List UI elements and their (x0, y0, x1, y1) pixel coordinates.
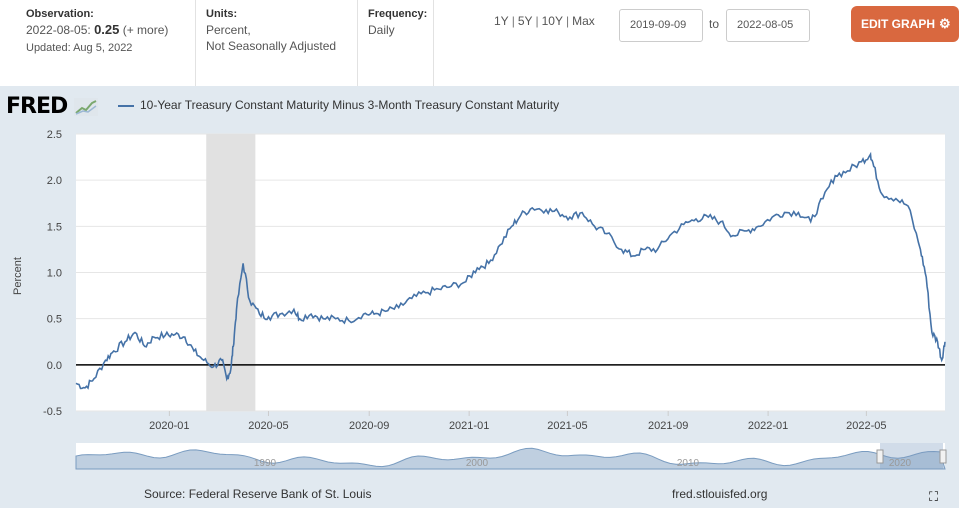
navigator-left-handle[interactable] (876, 449, 884, 464)
observation-number: 0.25 (94, 22, 120, 37)
edit-graph-label: EDIT GRAPH (861, 17, 936, 31)
divider (195, 0, 196, 86)
info-bar: Observation: 2022-08-05: 0.25 (+ more) U… (0, 0, 959, 86)
x-tick-label: 2021-01 (449, 420, 489, 432)
source-text: Source: Federal Reserve Bank of St. Loui… (144, 487, 372, 501)
navigator-selection[interactable] (880, 443, 943, 469)
to-label: to (709, 17, 720, 31)
observation-date: 2022-08-05: (26, 23, 91, 37)
observation-value: 2022-08-05: 0.25 (+ more) (26, 22, 176, 38)
end-date-input[interactable]: 2022-08-05 (726, 9, 810, 42)
x-tick-label: 2020-05 (248, 420, 288, 432)
y-tick-label: 1.0 (47, 268, 62, 280)
navigator-right-handle[interactable] (939, 449, 947, 464)
line-chart[interactable]: 2.5 2.0 1.5 1.0 0.5 0.0 -0.5 2020-01 2020-05 202… (0, 86, 959, 508)
x-tick-label: 2020-09 (349, 420, 389, 432)
units-block: Units: Percent, Not Seasonally Adjusted (206, 6, 356, 54)
series-line (75, 151, 946, 390)
fullscreen-icon[interactable]: ⛶ (929, 489, 939, 504)
navigator-year-label: 1990 (254, 458, 277, 469)
range-5y-button[interactable]: 5Y (517, 14, 533, 28)
edit-graph-button[interactable]: EDIT GRAPH ⚙ (851, 6, 959, 42)
divider (357, 0, 358, 86)
observation-more-link[interactable]: (+ more) (122, 23, 169, 37)
y-tick-label: 0.0 (47, 360, 62, 372)
logo-chart-icon (73, 98, 98, 116)
start-date-input[interactable]: 2019-09-09 (619, 9, 703, 42)
chart-legend: 10-Year Treasury Constant Maturity Minus… (118, 98, 559, 112)
units-line1: Percent, (206, 23, 251, 37)
frequency-label: Frequency: (368, 8, 428, 20)
y-tick-label: 0.5 (47, 314, 62, 326)
chart-area: FRED 10-Year Treasury Constant Maturity … (0, 86, 959, 508)
gear-icon: ⚙ (939, 16, 951, 31)
range-max-button[interactable]: Max (572, 14, 595, 28)
navigator-year-label: 2020 (889, 458, 912, 469)
x-tick-label: 2021-09 (648, 420, 688, 432)
site-link[interactable]: fred.stlouisfed.org (672, 487, 768, 501)
x-tick-label: 2022-01 (748, 420, 788, 432)
divider (433, 0, 434, 86)
navigator-year-label: 2000 (466, 458, 489, 469)
range-1y-button[interactable]: 1Y (494, 14, 509, 28)
units-line2: Not Seasonally Adjusted (206, 39, 337, 53)
y-tick-label: -0.5 (43, 406, 62, 418)
observation-label: Observation: (26, 8, 94, 20)
units-label: Units: (206, 8, 238, 20)
navigator-area (75, 447, 946, 470)
frequency-value: Daily (368, 23, 395, 37)
fred-logo[interactable]: FRED (6, 94, 98, 119)
y-tick-label: 2.0 (47, 175, 62, 187)
navigator[interactable]: 1990 2000 2010 2020 (75, 443, 947, 470)
range-selector: 1Y | 5Y | 10Y | Max (494, 14, 595, 28)
x-tick-label: 2021-05 (547, 420, 587, 432)
range-10y-button[interactable]: 10Y (541, 14, 563, 28)
fred-logo-text: FRED (6, 94, 68, 119)
y-tick-label: 1.5 (47, 221, 62, 233)
y-axis-label: Percent (12, 257, 24, 295)
x-tick-label: 2020-01 (149, 420, 189, 432)
updated-text: Updated: Aug 5, 2022 (26, 42, 133, 54)
frequency-block: Frequency: Daily (368, 6, 438, 38)
legend-series-name: 10-Year Treasury Constant Maturity Minus… (140, 98, 560, 112)
observation-block: Observation: 2022-08-05: 0.25 (+ more) U… (26, 6, 176, 56)
y-tick-label: 2.5 (47, 129, 62, 141)
x-tick-label: 2022-05 (846, 420, 886, 432)
legend-swatch (118, 104, 134, 107)
navigator-year-label: 2010 (677, 458, 700, 469)
